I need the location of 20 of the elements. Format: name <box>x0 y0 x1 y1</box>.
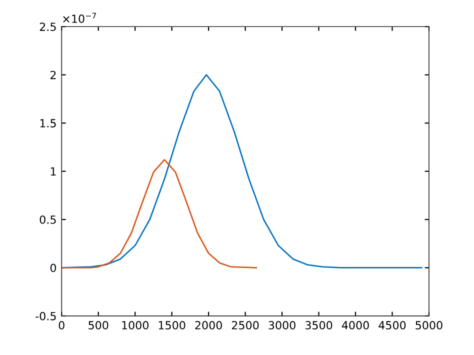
line-series <box>62 159 258 268</box>
x-tick-label: 0 <box>58 321 64 330</box>
x-tick-label: 1500 <box>158 321 186 330</box>
x-tick-label: 5000 <box>416 321 442 330</box>
x-tick-label: 1000 <box>122 321 148 330</box>
y-tick-label: 0 <box>50 264 56 272</box>
y-tick-label: 2 <box>50 70 56 80</box>
text: ×10$^{−7}$ <box>63 12 96 23</box>
x-tick-label: 500 <box>88 321 108 330</box>
y-tick-label: -0.5 <box>36 312 56 320</box>
x-tick-label: 4000 <box>342 321 369 330</box>
x-tick-label: 4500 <box>378 321 406 330</box>
x-tick-label: 2500 <box>232 321 259 330</box>
x-tick-label: 3000 <box>268 321 296 330</box>
y-tick-label: 1.5 <box>40 119 56 128</box>
y-tick-label: 1 <box>50 167 56 176</box>
y-tick-label: 0.5 <box>40 215 56 224</box>
x-tick-label: 3500 <box>305 321 332 330</box>
y-tick-label: 2.5 <box>40 22 56 32</box>
x-tick-label: 2000 <box>195 321 222 330</box>
